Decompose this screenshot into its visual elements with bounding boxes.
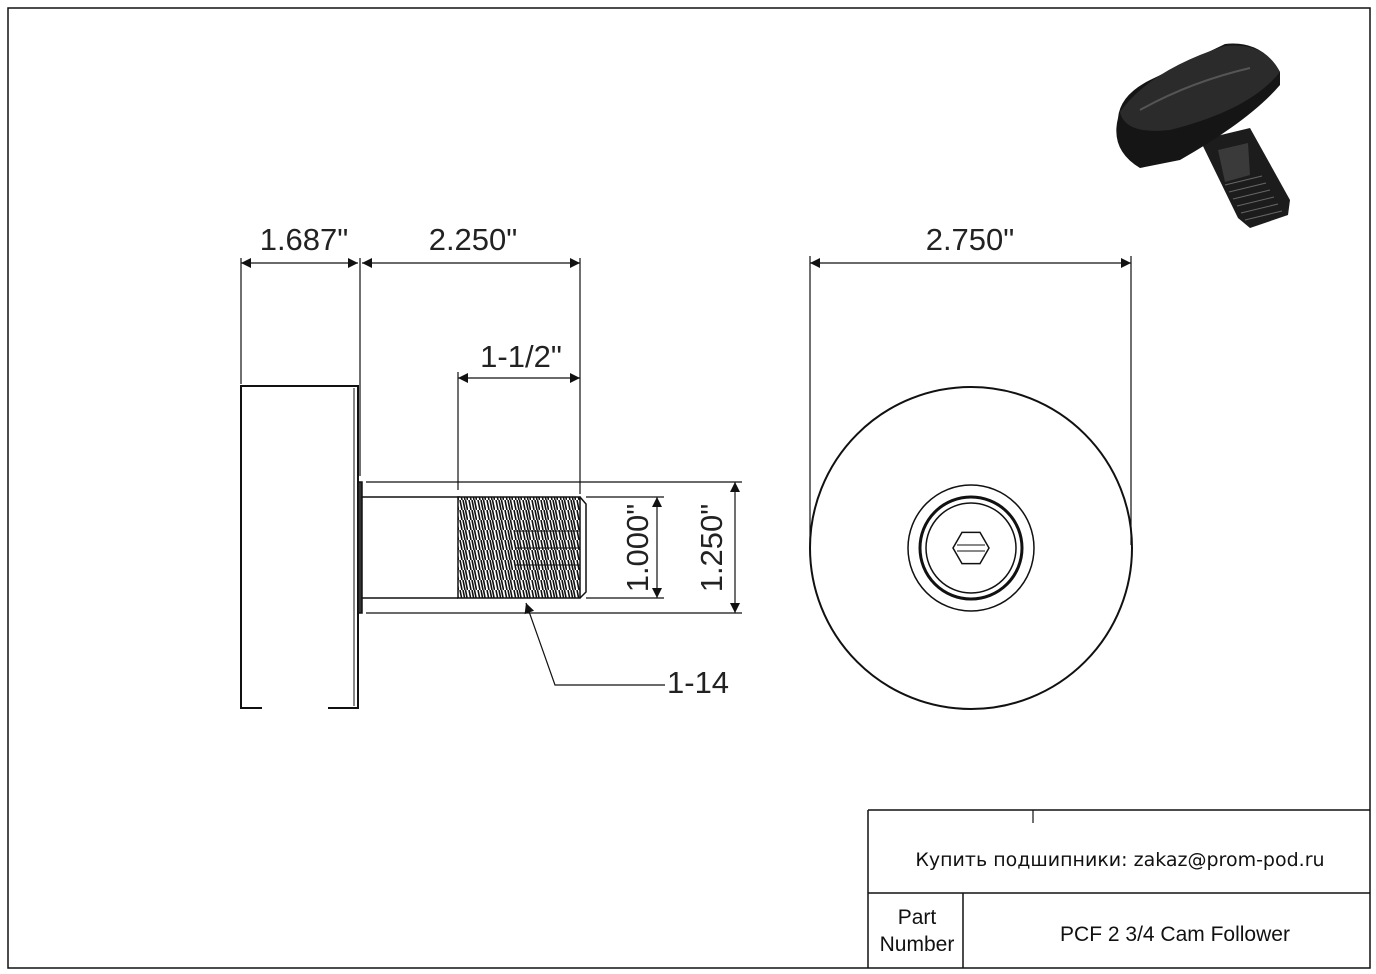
side-view [240,258,742,709]
part-number-value: PCF 2 3/4 Cam Follower [1060,923,1290,946]
part-number-label: Part [898,906,937,929]
dim-outer-diameter: 2.750" [926,222,1015,257]
title-block [867,809,1370,968]
dim-stud-diameter: 1.250" [694,504,729,593]
dim-thread-length: 1-1/2" [480,339,562,374]
front-view [809,256,1133,710]
sheet-border [7,7,1371,969]
isometric-view-icon [1116,43,1290,228]
dim-roller-width: 1.687" [260,222,349,257]
hex-socket-icon [952,531,990,565]
part-number-label-2: Number [880,933,955,956]
dim-thread-diameter: 1.000" [620,504,655,593]
contact-info: Купить подшипники: zakaz@prom-pod.ru [915,849,1324,871]
dim-stud-length: 2.250" [429,222,518,257]
thread-spec-callout: 1-14 [667,665,729,700]
